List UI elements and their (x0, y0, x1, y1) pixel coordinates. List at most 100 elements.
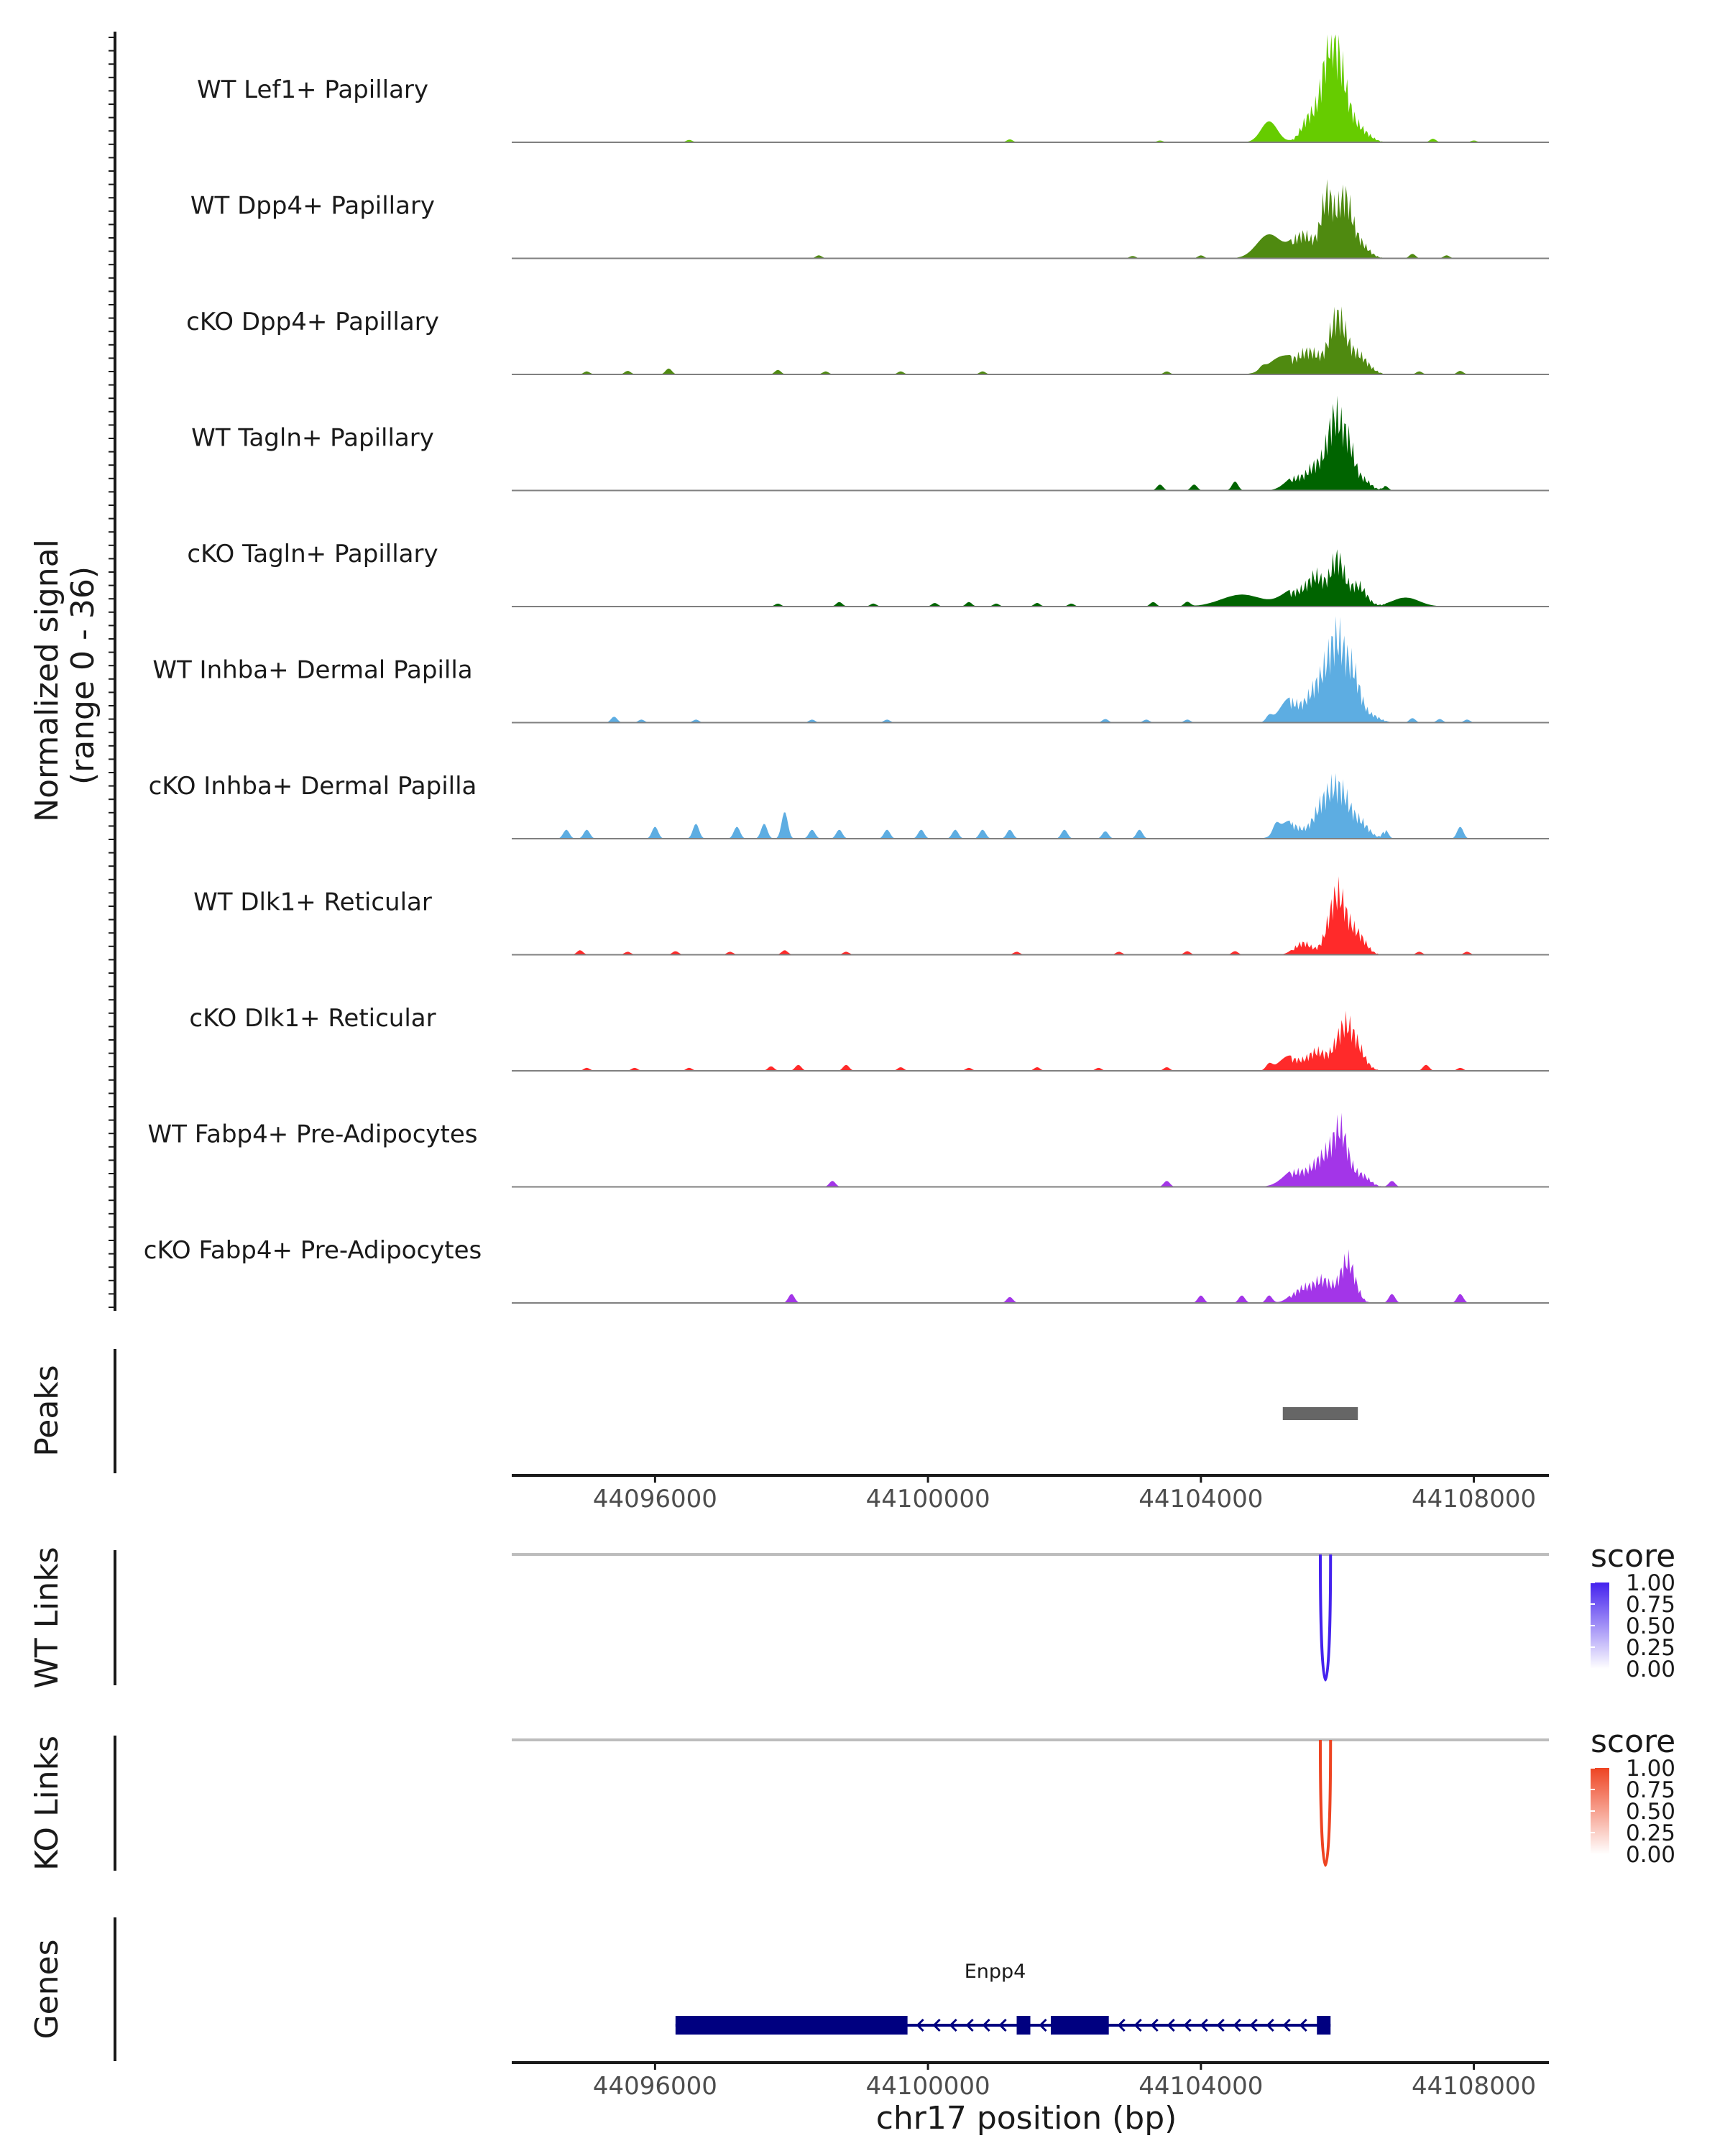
strand-arrow (1266, 2018, 1274, 2032)
coverage-tracks: WT Lef1+ Papillary WT Dpp4+ Papillary cKO … (144, 34, 1549, 1304)
coverage-area (512, 616, 1549, 723)
track-label: cKO Dpp4+ Papillary (186, 308, 439, 336)
x-tick-label: 44108000 (1412, 1485, 1536, 1514)
x-tick-label: 44100000 (866, 2072, 990, 2101)
strand-arrow (1299, 2018, 1307, 2032)
coverage-area (512, 1112, 1549, 1187)
genes-track: Genes Enpp4 (29, 1917, 1331, 2061)
strand-arrow (1249, 2018, 1258, 2032)
coverage-area (512, 1010, 1549, 1071)
legend-tick-label: 1.00 (1626, 1756, 1675, 1782)
track-label: cKO Dlk1+ Reticular (189, 1004, 436, 1033)
coverage-area (512, 549, 1549, 607)
strand-arrow (1039, 2018, 1047, 2032)
gene-name: Enpp4 (965, 1961, 1026, 1983)
gene-exon (1016, 2016, 1031, 2035)
strand-arrow (982, 2018, 990, 2032)
strand-arrow (916, 2018, 924, 2032)
track-label: WT Tagln+ Papillary (191, 424, 434, 453)
link-track-label: WT Links (29, 1547, 65, 1688)
track-cko-inhba-dermal-papilla: cKO Inhba+ Dermal Papilla (149, 772, 1549, 839)
genes-track-label: Genes (29, 1939, 65, 2039)
legend-tick-label: 0.00 (1626, 1842, 1675, 1868)
track-label: cKO Inhba+ Dermal Papilla (149, 772, 477, 801)
gene-models: Enpp4 (675, 1961, 1331, 2035)
x-axis-lower: 44096000 44100000 44104000 44108000 (512, 2061, 1549, 2101)
legend-title: score (1591, 1538, 1675, 1575)
coverage-area (512, 1249, 1549, 1303)
x-tick-label: 44100000 (866, 1485, 990, 1514)
legend-tick-label: 0.50 (1626, 1613, 1675, 1639)
track-wt-inhba-dermal-papilla: WT Inhba+ Dermal Papilla (152, 616, 1549, 724)
x-tick-label: 44108000 (1412, 2072, 1536, 2101)
track-label: cKO Fabp4+ Pre-Adipocytes (144, 1236, 482, 1265)
track-label: WT Dlk1+ Reticular (193, 888, 432, 917)
strand-arrow (1167, 2018, 1175, 2032)
peak-regions (1282, 1407, 1358, 1420)
peaks-track-label: Peaks (29, 1365, 65, 1456)
legend-tick-label: 0.50 (1626, 1799, 1675, 1825)
track-wt-lef1-papillary: WT Lef1+ Papillary (197, 34, 1549, 143)
track-wt-tagln-papillary: WT Tagln+ Papillary (191, 395, 1549, 492)
strand-arrow (1150, 2018, 1159, 2032)
coverage-y-axis-title: Normalized signal (range 0 - 36) (29, 529, 101, 822)
track-cko-dpp4-papillary: cKO Dpp4+ Papillary (186, 306, 1549, 375)
gene-enpp4: Enpp4 (675, 1961, 1331, 2035)
track-wt-fabp4-pre-adipocytes: WT Fabp4+ Pre-Adipocytes (148, 1112, 1549, 1188)
legend-tick-label: 0.25 (1626, 1635, 1675, 1661)
peak-region (1282, 1407, 1358, 1420)
strand-arrow (1183, 2018, 1192, 2032)
x-tick-label: 44096000 (593, 2072, 717, 2101)
strand-arrow (949, 2018, 957, 2032)
peaks-track: Peaks (29, 1349, 1358, 1473)
coverage-area (512, 179, 1549, 259)
strand-arrow (1133, 2018, 1142, 2032)
coverage-area (512, 773, 1549, 839)
track-label: WT Dpp4+ Papillary (190, 192, 435, 221)
legend-tick-label: 1.00 (1626, 1570, 1675, 1596)
coverage-area (512, 395, 1549, 491)
coverage-y-axis-title-line1: Normalized signal (29, 539, 65, 822)
strand-arrow (1233, 2018, 1241, 2032)
track-label: WT Lef1+ Papillary (197, 75, 428, 104)
legend-tick-label: 0.00 (1626, 1657, 1675, 1682)
strand-arrow (932, 2018, 941, 2032)
strand-arrow (965, 2018, 974, 2032)
strand-arrow (1216, 2018, 1225, 2032)
coverage-area (512, 34, 1549, 142)
x-axis-upper: 44096000 44100000 44104000 44108000 (512, 1474, 1549, 1514)
x-axis-title: chr17 position (bp) (876, 2100, 1177, 2137)
strand-arrow (1282, 2018, 1291, 2032)
track-label: cKO Tagln+ Papillary (187, 540, 438, 568)
legend-tick-label: 0.25 (1626, 1820, 1675, 1846)
strand-arrow (1117, 2018, 1126, 2032)
coverage-y-axis-title-line2: (range 0 - 36) (65, 566, 101, 785)
track-wt-dlk1-reticular: WT Dlk1+ Reticular (193, 876, 1549, 956)
link-arc (1318, 1739, 1333, 1867)
link-track-label: KO Links (29, 1736, 65, 1871)
coverage-y-axis (109, 32, 116, 1311)
gene-exon (1050, 2016, 1109, 2035)
coverage-area (512, 306, 1549, 374)
x-tick-label: 44096000 (593, 1485, 717, 1514)
gene-exon (675, 2016, 908, 2035)
track-label: WT Fabp4+ Pre-Adipocytes (148, 1120, 478, 1149)
track-cko-dlk1-reticular: cKO Dlk1+ Reticular (189, 1004, 1549, 1072)
track-cko-tagln-papillary: cKO Tagln+ Papillary (187, 540, 1549, 607)
gene-exon (1317, 2016, 1331, 2035)
link-arc (1318, 1554, 1333, 1682)
track-wt-dpp4-papillary: WT Dpp4+ Papillary (190, 179, 1549, 259)
strand-arrow (998, 2018, 1007, 2032)
legend-tick-label: 0.75 (1626, 1777, 1675, 1803)
track-cko-fabp4-pre-adipocytes: cKO Fabp4+ Pre-Adipocytes (144, 1236, 1549, 1304)
strand-arrow (1200, 2018, 1208, 2032)
x-tick-label: 44104000 (1138, 2072, 1263, 2101)
legend-tick-label: 0.75 (1626, 1592, 1675, 1618)
coverage-area (512, 876, 1549, 955)
legend-title: score (1591, 1723, 1675, 1760)
